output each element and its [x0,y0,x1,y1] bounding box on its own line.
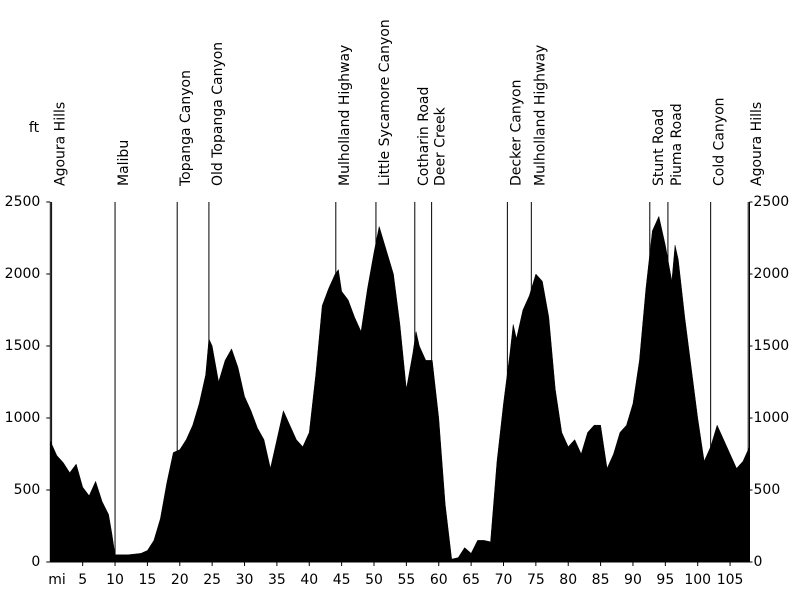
x-tick-label: 5 [78,572,87,588]
x-tick-label: 60 [430,572,448,588]
landmark-label: Little Sycamore Canyon [377,19,393,186]
landmark-label: Mulholland Highway [337,45,353,186]
y-tick-label: 0 [31,554,40,570]
x-axis-unit: mi [48,572,66,588]
landmark-label: Stunt Road [651,109,667,186]
y-axis-unit: ft [29,120,40,136]
x-tick-label: 40 [300,572,318,588]
x-tick-label: 10 [106,572,124,588]
x-tick-label: 100 [684,572,711,588]
x-tick-label: 65 [462,572,480,588]
x-tick-label: 35 [268,572,286,588]
x-tick-label: 95 [656,572,674,588]
x-tick-label: 45 [333,572,351,588]
y-tick-label: 2000 [5,266,41,282]
x-tick-label: 55 [397,572,415,588]
y2-tick-label: 500 [754,482,781,498]
landmark-label: Malibu [116,140,132,186]
x-tick-label: 15 [138,572,156,588]
y-tick-label: 2500 [5,194,41,210]
y2-tick-label: 1500 [754,338,790,354]
landmark-label: Cold Canyon [712,97,728,186]
x-tick-label: 20 [171,572,189,588]
x-tick-label: 25 [203,572,221,588]
x-tick-label: 50 [365,572,383,588]
landmark-label: Deer Creek [433,106,449,186]
x-tick-label: 90 [624,572,642,588]
x-tick-label: 105 [717,572,744,588]
landmark-label: Cotharin Road [416,87,432,186]
y2-tick-label: 2500 [754,194,790,210]
y-tick-label: 1500 [5,338,41,354]
y2-tick-label: 0 [754,554,763,570]
y2-tick-label: 2000 [754,266,790,282]
landmark-label: Mulholland Highway [532,45,548,186]
x-tick-label: 80 [559,572,577,588]
landmark-label: Topanga Canyon [178,70,194,187]
landmark-label: Old Topanga Canyon [210,42,226,186]
elevation-area [50,215,750,563]
x-tick-label: 30 [236,572,254,588]
x-tick-label: 70 [495,572,513,588]
y-tick-label: 1000 [5,410,41,426]
landmark-label: Decker Canyon [508,80,524,186]
landmark-label: Agoura Hills [749,102,765,186]
x-tick-label: 85 [592,572,610,588]
x-tick-label: 75 [527,572,545,588]
y2-tick-label: 1000 [754,410,790,426]
y-tick-label: 500 [14,482,41,498]
landmark-label: Piuma Road [669,103,685,186]
landmark-label: Agoura Hills [53,102,69,186]
